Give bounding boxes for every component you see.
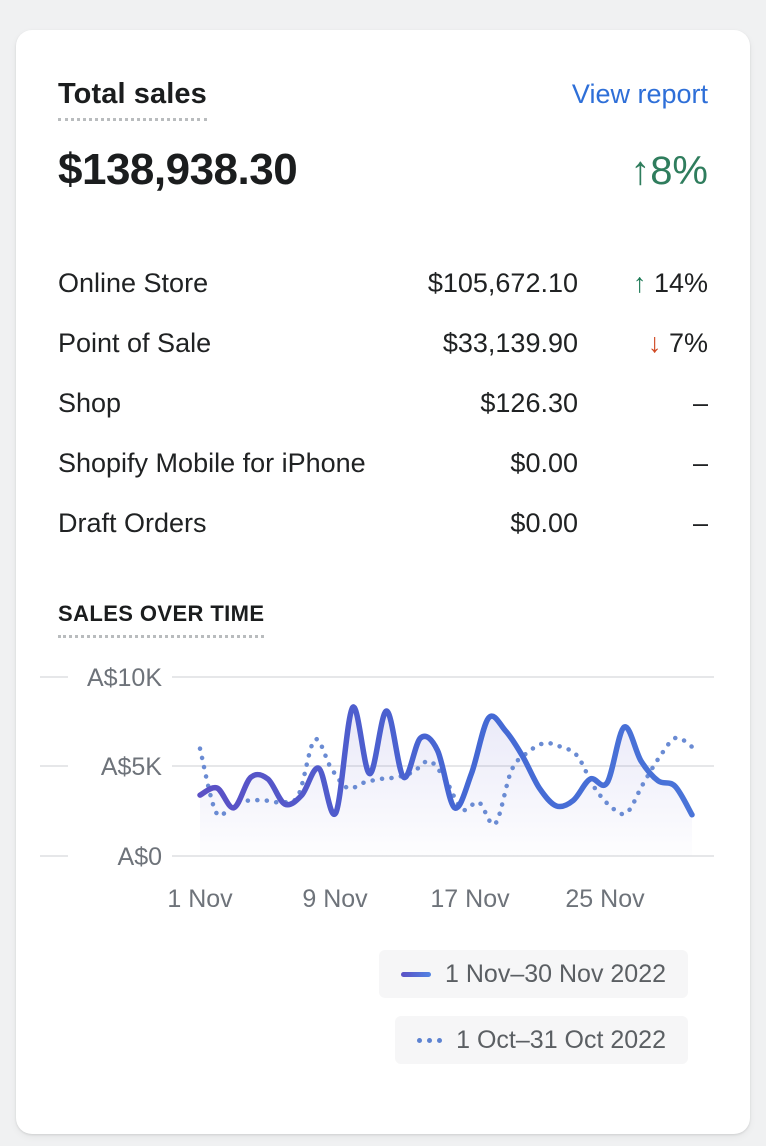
dotted-line-swatch-icon — [417, 1037, 443, 1043]
table-row: Draft Orders $0.00 – — [58, 493, 708, 553]
row-delta-value: – — [692, 388, 708, 418]
x-axis-label: 25 Nov — [565, 885, 645, 913]
row-value: $126.30 — [480, 388, 578, 418]
y-axis-label: A$0 — [118, 843, 162, 871]
row-delta-value: 7% — [668, 328, 708, 358]
row-delta-value: 14% — [653, 268, 708, 298]
row-delta: ↓ 7% — [578, 323, 708, 363]
legend-item-november[interactable]: 1 Nov–30 Nov 2022 — [379, 950, 688, 998]
row-value: $0.00 — [510, 508, 578, 538]
total-delta-value: 8% — [650, 149, 708, 193]
sales-chart: A$10K A$5K A$0 1 Nov 9 Nov 17 Nov 25 Nov — [40, 664, 714, 913]
sales-over-time-section: SALES OVER TIME — [58, 601, 708, 638]
table-row: Online Store $105,672.10 ↑ 14% — [58, 253, 708, 313]
table-row: Point of Sale $33,139.90 ↓ 7% — [58, 313, 708, 373]
row-delta: – — [578, 383, 708, 423]
row-label: Online Store — [58, 268, 209, 298]
legend-label: 1 Nov–30 Nov 2022 — [445, 959, 666, 988]
y-axis-label: A$10K — [87, 664, 162, 692]
row-value: $105,672.10 — [427, 268, 578, 298]
row-label: Shop — [58, 388, 122, 418]
row-delta: ↑ 14% — [578, 263, 708, 303]
row-delta-value: – — [692, 508, 708, 538]
card-header: Total sales View report — [58, 78, 708, 121]
row-delta: – — [578, 503, 708, 543]
row-label: Draft Orders — [58, 508, 207, 538]
x-axis-label: 17 Nov — [430, 885, 510, 913]
legend-label: 1 Oct–31 Oct 2022 — [456, 1025, 666, 1054]
total-sales-value: $138,938.30 — [58, 145, 298, 194]
chart-legend: 1 Nov–30 Nov 2022 1 Oct–31 Oct 2022 — [58, 950, 688, 1064]
nov-line — [197, 704, 695, 818]
row-label: Shopify Mobile for iPhone — [58, 448, 366, 478]
summary-row: $138,938.30 ↑8% — [58, 145, 708, 195]
section-title: SALES OVER TIME — [58, 601, 265, 638]
x-axis-label: 9 Nov — [302, 885, 368, 913]
legend-item-october[interactable]: 1 Oct–31 Oct 2022 — [395, 1016, 688, 1064]
nov-area — [200, 706, 692, 856]
up-arrow-icon: ↑ — [630, 149, 651, 193]
table-row: Shopify Mobile for iPhone $0.00 – — [58, 433, 708, 493]
y-axis-label: A$5K — [101, 753, 162, 781]
channel-breakdown: Online Store $105,672.10 ↑ 14% Point of … — [58, 253, 708, 553]
row-value: $33,139.90 — [442, 328, 578, 358]
table-row: Shop $126.30 – — [58, 373, 708, 433]
solid-line-swatch-icon — [401, 971, 432, 977]
row-label: Point of Sale — [58, 328, 212, 358]
card-title: Total sales — [58, 78, 207, 121]
total-sales-card: Total sales View report $138,938.30 ↑8% … — [16, 30, 750, 1134]
row-value: $0.00 — [510, 448, 578, 478]
row-delta-value: – — [692, 448, 708, 478]
trend-arrow-icon: ↑ — [632, 268, 647, 298]
x-axis-label: 1 Nov — [167, 885, 233, 913]
trend-arrow-icon: ↓ — [647, 328, 662, 358]
total-sales-delta: ↑8% — [630, 149, 708, 194]
view-report-link[interactable]: View report — [571, 79, 708, 109]
row-delta: – — [578, 443, 708, 483]
